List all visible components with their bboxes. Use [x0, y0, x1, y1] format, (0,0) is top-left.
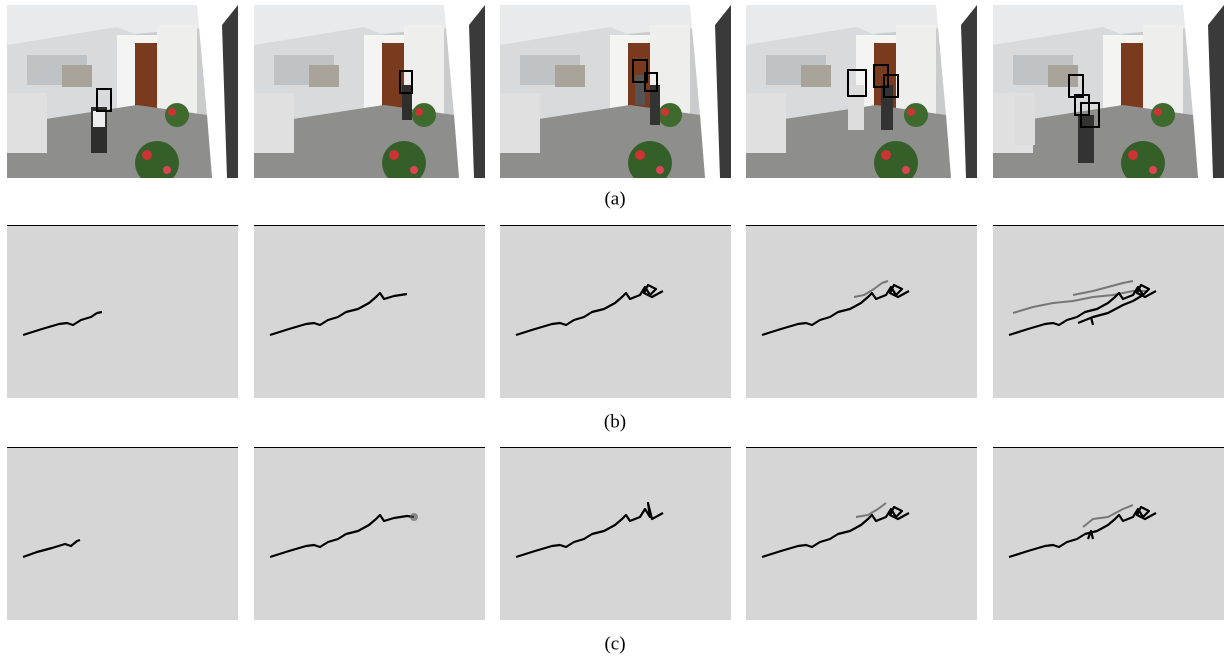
frame [500, 5, 731, 185]
trajectory-panel [7, 225, 238, 398]
figure: (a) (b) [0, 0, 1226, 661]
caption: (c) [604, 633, 625, 654]
trajectory-panel [7, 447, 238, 620]
trajectory-panel [500, 447, 731, 620]
trajectory-panel [500, 225, 731, 398]
frame [7, 5, 238, 185]
trajectory-row [7, 225, 1224, 398]
caption: (b) [604, 411, 626, 432]
trajectory-panel [993, 225, 1224, 398]
frame [993, 5, 1224, 185]
trajectory-panel [254, 225, 485, 398]
page: (a) (b) [0, 0, 1226, 661]
caption: (a) [604, 188, 625, 209]
trajectory-panel [746, 225, 977, 398]
frame [746, 5, 977, 185]
frame [254, 5, 485, 185]
trajectory-panel [993, 447, 1224, 620]
trajectory-row [7, 447, 1224, 620]
trajectory-panel [254, 447, 485, 620]
frames-row [7, 5, 1224, 185]
trajectory-panel [746, 447, 977, 620]
